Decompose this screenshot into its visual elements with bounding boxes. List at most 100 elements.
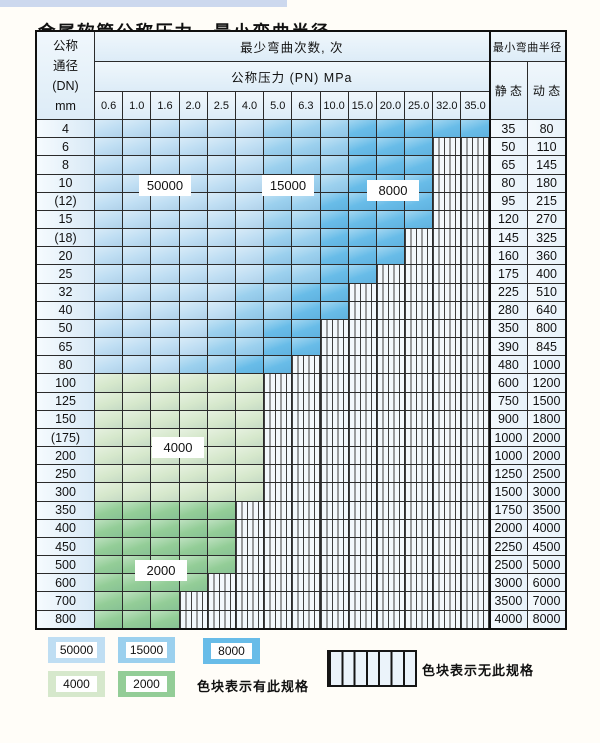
dn-cell: 300 — [37, 483, 94, 501]
no-spec-cell — [405, 447, 433, 465]
static-radius-cell: 2500 — [489, 556, 528, 574]
dn-cell: 350 — [37, 501, 94, 519]
no-spec-cell — [376, 392, 405, 410]
dynamic-radius-cell: 1000 — [528, 356, 565, 374]
no-spec-cell — [348, 519, 376, 537]
no-spec-cell — [433, 392, 461, 410]
spec-cell-blue_15000 — [292, 120, 320, 138]
spec-cell-blue_50000 — [95, 174, 123, 192]
spec-cell-blue_50000 — [95, 283, 123, 301]
pressure-col-header: 20.0 — [376, 92, 405, 119]
dynamic-radius-cell: 215 — [528, 192, 565, 210]
no-spec-cell — [405, 574, 433, 592]
no-spec-cell — [376, 556, 405, 574]
no-spec-cell — [348, 610, 376, 628]
no-spec-cell — [235, 556, 264, 574]
no-spec-cell — [376, 519, 405, 537]
no-spec-cell — [264, 374, 292, 392]
spec-cell-green_4000 — [95, 410, 123, 428]
dn-cell: 600 — [37, 574, 94, 592]
no-spec-cell — [405, 465, 433, 483]
no-spec-cell — [461, 501, 489, 519]
no-spec-cell — [461, 519, 489, 537]
no-spec-cell — [461, 247, 489, 265]
spec-cell-blue_50000 — [235, 229, 264, 247]
no-spec-cell — [179, 610, 207, 628]
spec-cell-blue_50000 — [95, 138, 123, 156]
spec-cell-blue_8000 — [348, 229, 376, 247]
no-spec-cell — [264, 537, 292, 556]
spec-cell-blue_50000 — [179, 301, 207, 319]
no-spec-cell — [405, 537, 433, 556]
dynamic-radius-cell: 3000 — [528, 483, 565, 501]
no-spec-cell — [461, 465, 489, 483]
pressure-col-header: 1.0 — [123, 92, 151, 119]
static-radius-cell: 1750 — [489, 501, 528, 519]
dn-cell: 15 — [37, 210, 94, 229]
no-spec-cell — [292, 483, 320, 501]
no-spec-cell — [292, 592, 320, 610]
spec-cell-blue_15000 — [264, 210, 292, 229]
spec-cell-blue_50000 — [123, 283, 151, 301]
no-spec-cell — [292, 392, 320, 410]
no-spec-cell — [292, 519, 320, 537]
corner-header-dn: 公称 通径 (DN) mm — [37, 32, 94, 119]
dn-cell: 80 — [37, 356, 94, 374]
no-spec-cell — [320, 483, 348, 501]
spec-cell-blue_8000 — [320, 265, 348, 283]
static-radius-cell: 65 — [489, 156, 528, 174]
no-spec-cell — [461, 265, 489, 283]
no-spec-cell — [461, 192, 489, 210]
spec-cell-blue_8000 — [376, 210, 405, 229]
no-spec-cell — [433, 410, 461, 428]
spec-cell-green_4000 — [151, 392, 179, 410]
no-spec-cell — [264, 501, 292, 519]
no-spec-cell — [461, 156, 489, 174]
spec-cell-green_2000 — [207, 537, 235, 556]
static-radius-cell: 480 — [489, 356, 528, 374]
dn-cell: 40 — [37, 301, 94, 319]
spec-cell-blue_50000 — [179, 192, 207, 210]
dn-cell: 25 — [37, 265, 94, 283]
dn-cell: 32 — [37, 283, 94, 301]
no-spec-cell — [461, 283, 489, 301]
spec-cell-blue_8000 — [348, 265, 376, 283]
no-spec-cell — [405, 428, 433, 447]
no-spec-cell — [461, 410, 489, 428]
spec-cell-blue_50000 — [95, 338, 123, 356]
spec-cell-green_2000 — [123, 610, 151, 628]
spec-cell-green_4000 — [235, 374, 264, 392]
no-spec-cell — [348, 338, 376, 356]
spec-cell-blue_50000 — [151, 301, 179, 319]
no-spec-cell — [433, 229, 461, 247]
no-spec-cell — [376, 356, 405, 374]
spec-cell-blue_50000 — [207, 210, 235, 229]
dn-cell: 50 — [37, 319, 94, 338]
dn-cell: (12) — [37, 192, 94, 210]
spec-cell-blue_15000 — [320, 138, 348, 156]
dynamic-radius-cell: 80 — [528, 120, 565, 138]
spec-cell-green_2000 — [179, 537, 207, 556]
no-spec-cell — [433, 465, 461, 483]
no-spec-cell — [461, 428, 489, 447]
spec-cell-blue_8000 — [264, 338, 292, 356]
spec-cell-green_4000 — [123, 392, 151, 410]
spec-cell-blue_50000 — [151, 120, 179, 138]
static-radius-cell: 390 — [489, 338, 528, 356]
no-spec-cell — [292, 501, 320, 519]
no-spec-cell — [320, 501, 348, 519]
static-radius-cell: 175 — [489, 265, 528, 283]
dynamic-radius-cell: 4500 — [528, 537, 565, 556]
no-spec-cell — [292, 556, 320, 574]
legend-swatch-15000: 15000 — [118, 637, 175, 663]
dn-cell: (18) — [37, 229, 94, 247]
no-spec-cell — [405, 501, 433, 519]
spec-cell-blue_50000 — [207, 247, 235, 265]
no-spec-cell — [405, 247, 433, 265]
no-spec-cell — [235, 519, 264, 537]
static-radius-cell: 95 — [489, 192, 528, 210]
no-spec-cell — [348, 537, 376, 556]
no-spec-cell — [461, 483, 489, 501]
corner-line-2: 通径 — [52, 58, 78, 73]
spec-cell-blue_8000 — [320, 283, 348, 301]
